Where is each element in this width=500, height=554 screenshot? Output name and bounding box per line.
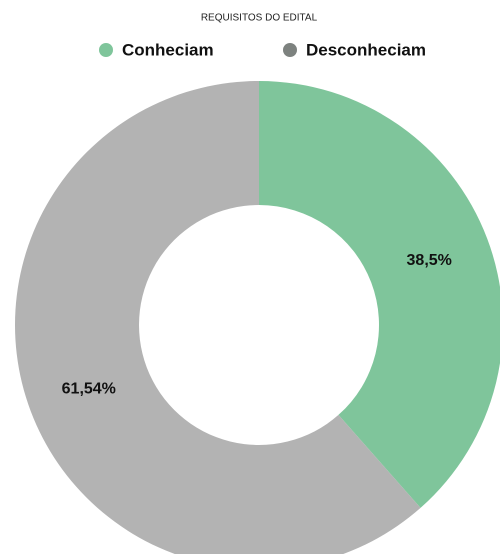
donut-slice [259, 81, 500, 508]
value-label: 38,5% [407, 252, 452, 269]
legend-swatch [283, 43, 297, 57]
legend-swatch [99, 43, 113, 57]
legend-label: Desconheciam [306, 40, 426, 59]
donut-slice [15, 81, 421, 554]
chart-title: REQUISITOS DO EDITAL [201, 13, 318, 24]
legend-label: Conheciam [122, 40, 214, 59]
value-label: 61,54% [62, 381, 116, 398]
